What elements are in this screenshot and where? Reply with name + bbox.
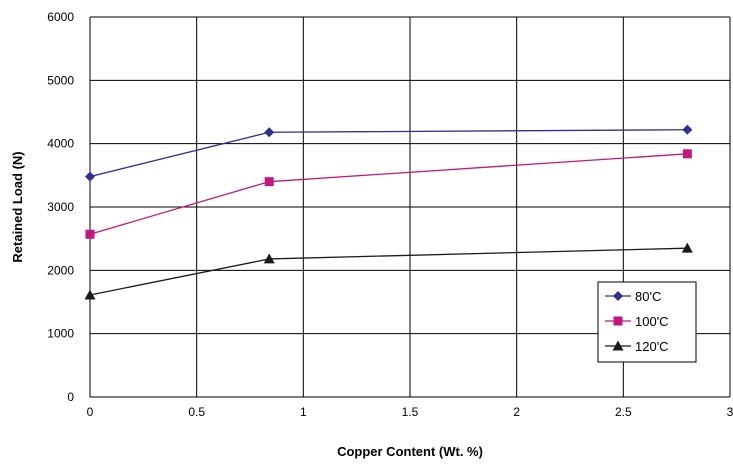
x-tick-label: 2.5 — [615, 405, 632, 419]
y-axis-label: Retained Load (N) — [10, 151, 25, 262]
legend-label: 120'C — [635, 339, 669, 354]
legend-marker — [612, 340, 624, 351]
x-tick-label: 0.5 — [188, 405, 205, 419]
series-line — [89, 153, 688, 235]
data-point — [85, 229, 95, 239]
legend-item: 100'C — [605, 314, 669, 329]
legend-items: 80'C 100'C 120'C — [605, 289, 669, 354]
legend-label: 100'C — [635, 314, 669, 329]
x-tick-label: 1 — [300, 405, 307, 419]
tick-labels: 0 0.5 1 1.5 2 2.5 3 0 1000 2000 3000 4000 5000 6000 — [47, 10, 733, 419]
y-tick-label: 6000 — [47, 10, 74, 24]
data-point — [682, 124, 693, 135]
legend-marker — [613, 291, 623, 301]
x-tick-label: 3 — [727, 405, 733, 419]
y-tick-label: 0 — [67, 390, 74, 404]
x-tick-label: 1.5 — [402, 405, 419, 419]
series-group — [84, 124, 693, 300]
data-point — [263, 253, 275, 264]
legend-item: 120'C — [605, 339, 669, 354]
grid — [89, 16, 731, 398]
y-tick-label: 1000 — [47, 327, 74, 341]
legend-marker — [613, 316, 623, 326]
series-line — [89, 129, 688, 178]
series-2 — [84, 242, 693, 300]
y-tick-label: 5000 — [47, 73, 74, 87]
legend-label: 80'C — [635, 289, 661, 304]
x-axis-label: Copper Content (Wt. %) — [337, 444, 483, 459]
y-tick-label: 2000 — [47, 263, 74, 277]
y-tick-label: 3000 — [47, 200, 74, 214]
data-point — [84, 289, 96, 300]
legend-item: 80'C — [605, 289, 661, 304]
data-point — [264, 177, 274, 187]
series-1 — [85, 149, 692, 239]
legend: 80'C 100'C 120'C — [597, 281, 697, 363]
y-tick-label: 4000 — [47, 137, 74, 151]
data-point — [264, 127, 275, 138]
data-point — [681, 242, 693, 253]
series-0 — [85, 124, 693, 182]
data-point — [85, 171, 95, 182]
x-tick-label: 0 — [87, 405, 94, 419]
data-point — [682, 149, 692, 159]
x-tick-label: 2 — [513, 405, 520, 419]
